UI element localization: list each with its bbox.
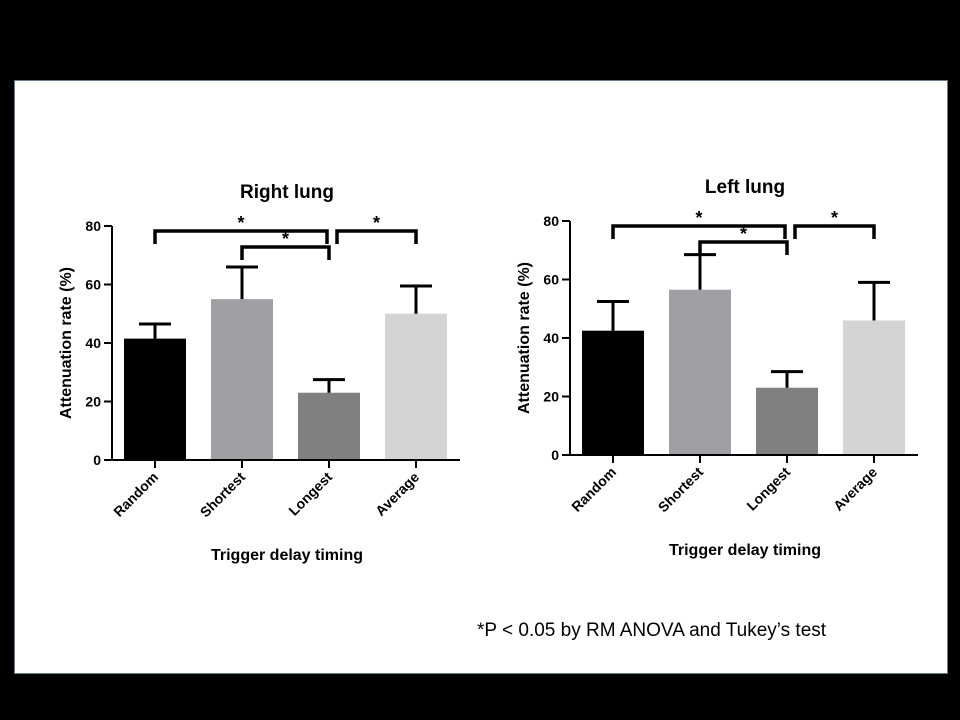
right-lung-significance-marker-0: *: [237, 213, 244, 233]
right-lung-ytick-label-0: 0: [93, 452, 101, 468]
left-lung-category-label-random: Random: [568, 464, 619, 515]
right-lung-ytick-label-80: 80: [85, 218, 101, 234]
right-lung-chart: Right lung 0 20 40 60 80 Random Shortest Longest…: [58, 182, 460, 564]
left-lung-bar-shortest: [669, 289, 731, 455]
left-lung-significance-marker-0: *: [695, 208, 702, 228]
left-lung-bar-random: [582, 330, 644, 455]
right-lung-bar-shortest: [211, 299, 273, 460]
left-lung-bar-longest: [756, 387, 818, 455]
left-lung-bar-average: [843, 320, 905, 455]
left-lung-chart: Left lung 0 20 40 60 80 Random Shortest Longest A…: [516, 177, 918, 559]
right-lung-bar-average: [385, 313, 447, 460]
right-lung-category-label-longest: Longest: [285, 469, 335, 519]
right-lung-significance-bracket-1: [240, 245, 331, 260]
left-lung-ytick-label-60: 60: [543, 272, 559, 288]
left-lung-ytick-label-20: 20: [543, 389, 559, 405]
right-lung-significance-bracket-0: [153, 229, 329, 244]
right-lung-bar-random: [124, 338, 186, 460]
left-lung-significance-bracket-1: [698, 240, 789, 255]
left-lung-category-label-average: Average: [830, 464, 880, 514]
left-lung-significance-bracket-2: [793, 224, 876, 239]
right-lung-ytick-label-60: 60: [85, 277, 101, 293]
right-lung-significance-marker-1: *: [282, 229, 289, 249]
right-lung-x-axis-title: Trigger delay timing: [211, 547, 363, 564]
left-lung-category-label-longest: Longest: [743, 464, 793, 514]
right-lung-significance-bracket-2: [335, 229, 418, 244]
left-lung-chart-title: Left lung: [705, 177, 785, 198]
right-lung-bar-longest: [298, 392, 360, 460]
left-lung-y-axis-title: Attenuation rate (%): [516, 262, 533, 414]
left-lung-significance-bracket-0: [611, 224, 787, 239]
left-lung-significance-marker-2: *: [831, 208, 838, 228]
significance-footnote: *P < 0.05 by RM ANOVA and Tukey’s test: [477, 620, 827, 641]
right-lung-ytick-label-20: 20: [85, 394, 101, 410]
right-lung-category-label-random: Random: [110, 469, 161, 520]
right-lung-y-axis-title: Attenuation rate (%): [58, 267, 75, 419]
left-lung-category-label-shortest: Shortest: [655, 464, 707, 516]
left-lung-ytick-label-80: 80: [543, 213, 559, 229]
right-lung-chart-title: Right lung: [240, 182, 334, 203]
right-lung-category-label-shortest: Shortest: [197, 469, 249, 521]
left-lung-x-axis-title: Trigger delay timing: [669, 542, 821, 559]
right-lung-ytick-label-40: 40: [85, 335, 101, 351]
left-lung-ytick-label-0: 0: [551, 447, 559, 463]
right-lung-category-label-average: Average: [372, 469, 422, 519]
left-lung-significance-marker-1: *: [740, 224, 747, 244]
left-lung-ytick-label-40: 40: [543, 330, 559, 346]
right-lung-significance-marker-2: *: [373, 213, 380, 233]
